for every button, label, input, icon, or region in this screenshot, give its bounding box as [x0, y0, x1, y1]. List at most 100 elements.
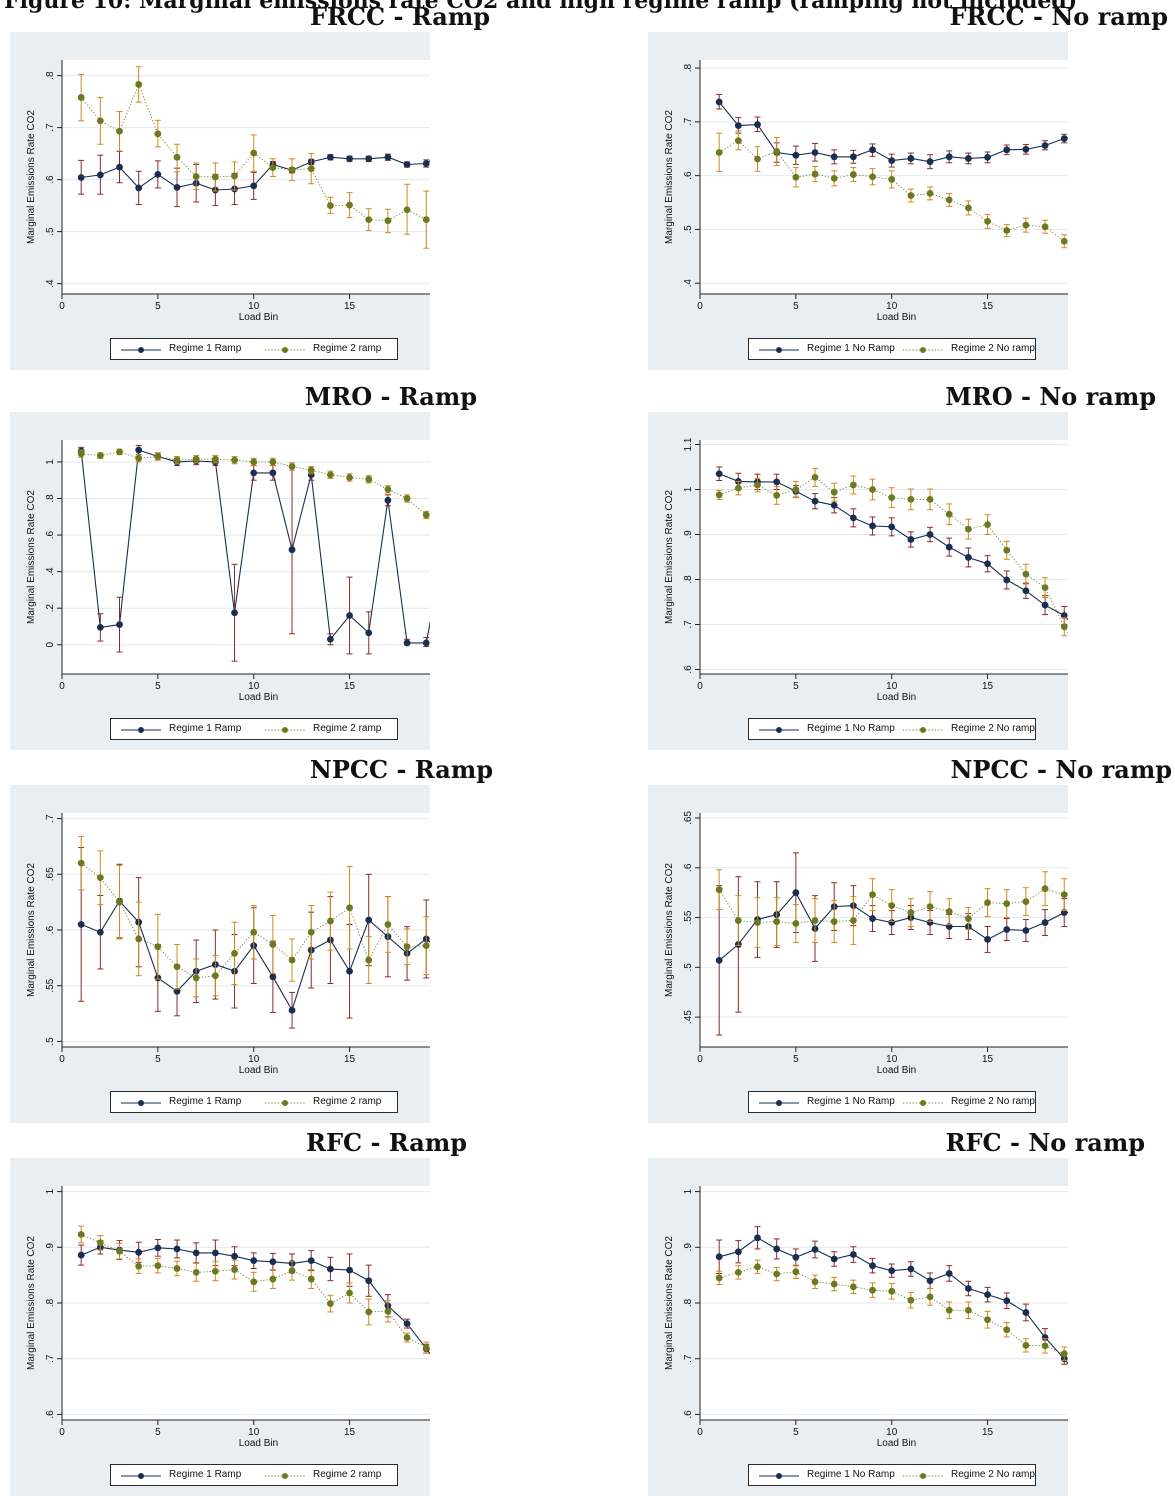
- data-point: [1022, 145, 1030, 153]
- data-point: [365, 475, 373, 483]
- legend-label: Regime 2 No ramp: [951, 723, 1035, 734]
- x-tick-label: 15: [344, 301, 356, 312]
- y-tick-label: .8: [683, 1298, 694, 1307]
- y-tick-label: .65: [683, 811, 694, 825]
- data-point: [1060, 135, 1068, 142]
- data-point: [715, 470, 723, 478]
- data-point: [154, 1244, 162, 1252]
- data-point: [307, 928, 315, 936]
- data-point: [250, 928, 258, 936]
- y-tick-label: .4: [683, 279, 694, 288]
- data-point: [792, 889, 800, 897]
- data-point: [96, 928, 104, 936]
- data-point: [135, 1248, 143, 1256]
- y-tick-label: 1: [45, 1188, 56, 1194]
- y-tick-label: .6: [683, 1410, 694, 1419]
- legend-swatch: [265, 1473, 305, 1479]
- x-tick-label: 15: [982, 301, 994, 312]
- data-point: [365, 1308, 373, 1316]
- chart-legend: Regime 1 Ramp Regime 2 ramp: [110, 1464, 398, 1486]
- legend-swatch: [759, 347, 799, 353]
- y-tick-label: .45: [683, 1010, 694, 1024]
- chart-panel: NPCC - No ramp.45.5.55.6.6505101520Load …: [648, 755, 1172, 1123]
- x-axis-label: Load Bin: [239, 312, 278, 323]
- data-point: [792, 486, 800, 493]
- legend-label: Regime 2 ramp: [313, 343, 382, 354]
- data-point: [250, 458, 258, 466]
- x-tick-label: 10: [886, 1427, 898, 1438]
- data-point: [250, 1278, 258, 1286]
- data-point: [135, 184, 143, 192]
- y-tick-label: .55: [683, 910, 694, 924]
- series-line: [80, 449, 430, 644]
- data-point: [346, 474, 353, 481]
- data-point: [135, 81, 143, 88]
- data-point: [135, 454, 143, 462]
- data-point: [1041, 584, 1049, 591]
- data-point: [869, 486, 876, 493]
- y-tick-label: 1.1: [683, 437, 694, 451]
- data-point: [231, 172, 238, 180]
- data-point: [96, 874, 104, 882]
- data-point: [907, 155, 915, 162]
- legend-label: Regime 2 ramp: [313, 723, 382, 734]
- y-tick-label: .7: [45, 814, 56, 823]
- data-point: [830, 501, 838, 509]
- y-tick-label: .55: [45, 978, 56, 992]
- legend-swatch-marker: [920, 1100, 926, 1106]
- data-point: [211, 1249, 219, 1257]
- data-point: [964, 155, 972, 162]
- y-axis-label: Marginal Emissions Rate CO2: [26, 1236, 37, 1370]
- data-point: [888, 919, 896, 926]
- data-point: [811, 497, 819, 505]
- data-point: [77, 94, 85, 101]
- data-point: [231, 1266, 238, 1273]
- y-tick-label: .7: [45, 1354, 56, 1363]
- data-point: [346, 155, 353, 163]
- y-tick-label: .4: [45, 279, 56, 288]
- y-tick-label: .7: [683, 1354, 694, 1363]
- data-point: [1003, 926, 1011, 933]
- y-axis-label: Marginal Emissions Rate CO2: [664, 1236, 675, 1370]
- legend-swatch: [121, 1473, 161, 1479]
- x-tick-label: 5: [155, 301, 161, 312]
- data-point: [384, 921, 392, 928]
- data-point: [984, 153, 991, 161]
- x-tick-label: 5: [155, 681, 161, 692]
- data-point: [96, 623, 104, 631]
- data-point: [307, 466, 315, 474]
- data-point: [346, 1266, 353, 1274]
- data-point: [945, 543, 953, 551]
- data-point: [811, 917, 819, 924]
- chart-legend: Regime 1 Ramp Regime 2 ramp: [110, 718, 398, 740]
- plot-area: [700, 60, 1068, 294]
- y-tick-label: .7: [683, 620, 694, 629]
- y-tick-label: .8: [683, 575, 694, 584]
- data-point: [849, 481, 857, 489]
- legend-label: Regime 2 ramp: [313, 1469, 382, 1480]
- x-tick-label: 10: [886, 681, 898, 692]
- data-point: [888, 523, 896, 531]
- data-point: [231, 609, 238, 617]
- data-point: [77, 1231, 85, 1238]
- data-point: [926, 1277, 934, 1285]
- data-point: [754, 1234, 761, 1242]
- data-point: [77, 1251, 85, 1259]
- x-tick-label: 10: [886, 1054, 898, 1065]
- data-point: [154, 171, 162, 178]
- data-point: [1003, 146, 1011, 154]
- data-point: [811, 473, 819, 481]
- data-point: [116, 127, 123, 135]
- data-point: [984, 217, 991, 225]
- chart-title: NPCC - Ramp: [309, 755, 493, 784]
- x-tick-label: 0: [59, 1427, 65, 1438]
- chart-title: NPCC - No ramp: [950, 755, 1172, 784]
- legend-swatch-marker: [920, 347, 926, 353]
- data-point: [926, 903, 934, 910]
- legend-swatch-marker: [920, 1473, 926, 1479]
- figure-heading-text: Figure 10: Marginal emissions rate CO2 a…: [4, 0, 1078, 14]
